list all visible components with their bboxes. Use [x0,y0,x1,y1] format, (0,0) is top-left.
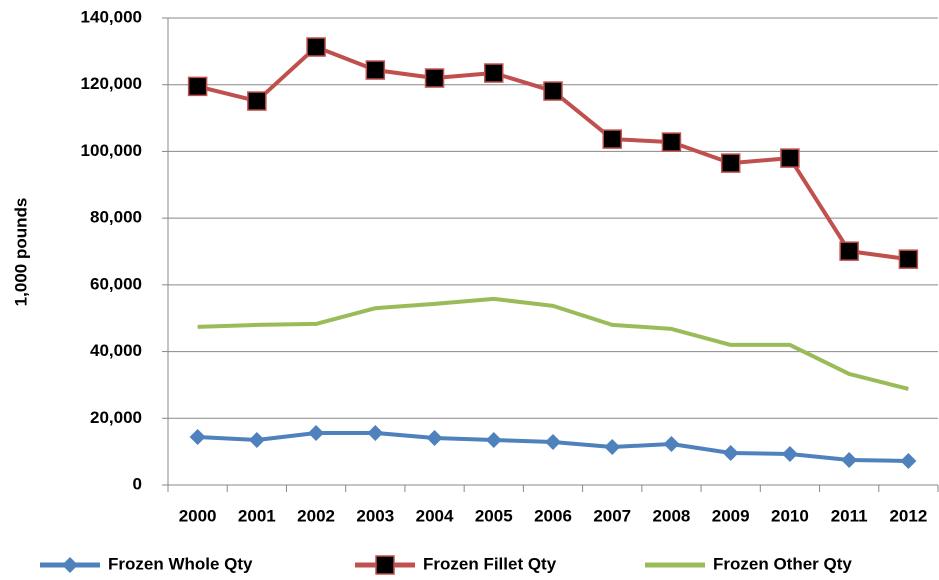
x-tick-label: 2003 [356,506,394,525]
y-tick-label: 60,000 [90,274,142,293]
data-point [189,428,206,445]
y-axis-label: 1,000 pounds [11,198,30,307]
data-point [722,444,739,461]
data-point [485,431,502,448]
data-point [780,148,800,168]
data-point [841,451,858,468]
y-tick-label: 140,000 [81,7,142,26]
legend-marker [62,557,78,573]
data-point [663,435,680,452]
data-point [602,129,622,149]
legend-marker [375,555,395,575]
data-point [365,60,386,80]
y-tick-label: 40,000 [90,341,142,360]
y-tick-label: 80,000 [90,208,142,227]
data-point [484,63,504,83]
x-tick-label: 2000 [179,506,217,525]
data-point [661,132,682,152]
x-tick-label: 2011 [831,506,868,525]
series-line [197,45,909,262]
y-tick-label: 0 [133,474,142,493]
y-tick-label: 100,000 [81,141,142,160]
y-tick-label: 120,000 [81,74,142,93]
x-tick-label: 2005 [475,506,513,525]
x-tick-label: 2009 [712,506,750,525]
data-point [248,431,265,448]
data-point [898,249,919,269]
data-point [604,438,621,455]
data-point [308,424,325,441]
data-point [781,445,798,462]
x-tick-label: 2007 [593,506,631,525]
y-tick-label: 20,000 [90,408,142,427]
x-tick-label: 2006 [534,506,572,525]
legend-label: Frozen Whole Qty [108,554,253,573]
legend-label: Frozen Fillet Qty [423,554,557,573]
x-tick-label: 2004 [416,506,454,525]
data-point [543,81,563,101]
data-point [424,68,445,88]
data-point [306,37,326,57]
x-tick-label: 2001 [238,506,276,525]
data-point [247,91,267,111]
data-point [545,433,561,450]
x-tick-label: 2008 [653,506,691,525]
series-line [197,296,909,391]
data-point [187,76,208,97]
data-point [367,424,384,441]
data-point [426,429,443,446]
x-tick-label: 2010 [771,506,809,525]
x-tick-label: 2002 [297,506,335,525]
data-point [839,241,859,261]
data-point [720,153,741,173]
x-tick-label: 2012 [889,506,927,525]
data-point [900,452,917,469]
legend-label: Frozen Other Qty [713,554,852,573]
